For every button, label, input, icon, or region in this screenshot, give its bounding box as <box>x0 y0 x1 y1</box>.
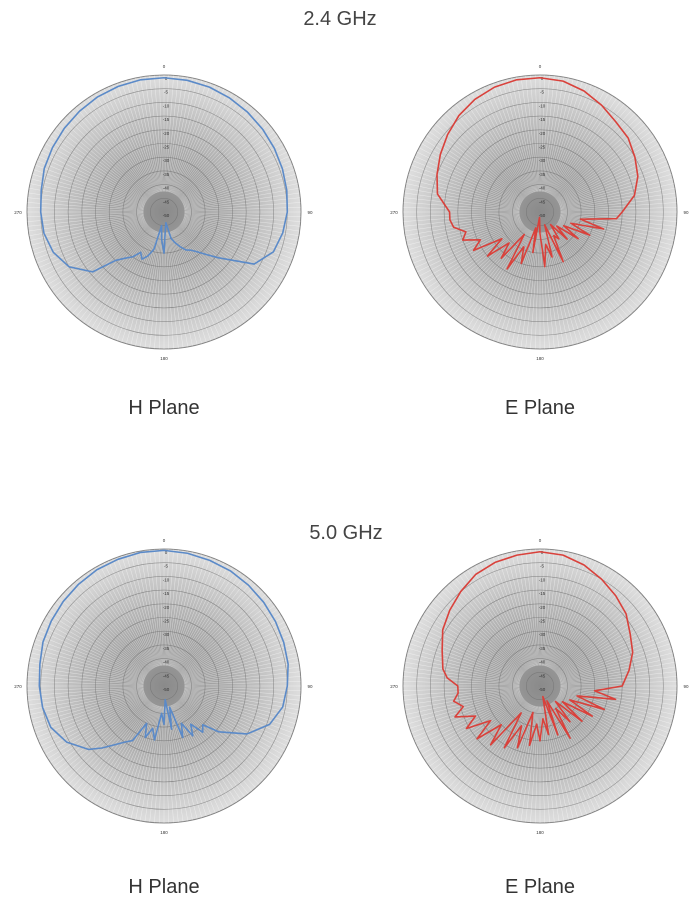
angle-tick-label: 0 <box>163 64 166 69</box>
radial-tick-label: -10 <box>539 103 546 108</box>
radial-tick-label: -50 <box>163 213 170 218</box>
radial-tick-label: -10 <box>163 577 170 582</box>
radial-tick-label: -40 <box>539 660 546 665</box>
angle-tick-label: 90 <box>307 210 313 215</box>
radial-tick-label: -5 <box>540 90 544 95</box>
band-5-0-ghz-heading: 5.0 GHz <box>309 522 383 544</box>
radial-tick-label: -35 <box>539 172 546 177</box>
radial-grid <box>27 549 301 823</box>
radial-grid <box>403 75 677 349</box>
e-plane-label-2-4ghz: E Plane <box>504 397 576 419</box>
h-plane-label-2-4ghz: H Plane <box>128 397 200 419</box>
radial-tick-label: -20 <box>163 131 170 136</box>
angle-tick-label: 90 <box>683 684 689 689</box>
radial-tick-label: -45 <box>539 199 546 204</box>
angle-tick-label: 0 <box>539 538 542 543</box>
ring-grid <box>402 548 678 824</box>
radial-tick-label: -5 <box>540 564 544 569</box>
radial-tick-label: -30 <box>163 158 170 163</box>
radial-tick-label: -15 <box>539 117 546 122</box>
radial-tick-label: -30 <box>539 632 546 637</box>
radial-tick-label: 0 <box>165 550 168 555</box>
radiation-pattern-line <box>441 550 634 749</box>
radial-tick-label: -25 <box>163 145 170 150</box>
radial-tick-label: -5 <box>164 90 168 95</box>
radial-tick-label: -40 <box>539 186 546 191</box>
angle-tick-label: 270 <box>14 684 22 689</box>
angle-tick-label: 90 <box>683 210 689 215</box>
angle-tick-label: 180 <box>536 356 544 361</box>
ring-grid <box>26 548 302 824</box>
radiation-pattern-line <box>436 76 639 270</box>
radial-tick-label: -30 <box>539 158 546 163</box>
angle-tick-label: 0 <box>163 538 166 543</box>
radiation-pattern-line <box>38 549 289 751</box>
radial-tick-label: -10 <box>539 577 546 582</box>
radial-tick-label: -25 <box>539 145 546 150</box>
radial-tick-label: -35 <box>163 172 170 177</box>
angle-tick-label: 0 <box>539 64 542 69</box>
radial-tick-label: -35 <box>539 646 546 651</box>
radial-tick-label: -50 <box>163 687 170 692</box>
radial-tick-label: -5 <box>164 564 168 569</box>
radial-tick-label: -25 <box>163 619 170 624</box>
angle-tick-label: 270 <box>14 210 22 215</box>
radial-tick-label: -50 <box>539 213 546 218</box>
radial-tick-label: -15 <box>539 591 546 596</box>
radiation-pattern-line <box>39 76 289 273</box>
radial-tick-label: -15 <box>163 591 170 596</box>
polar-chart-5-0ghz-h-plane: 0 -5 -10 -15 -20 -25 -30 -35 -40 -45 -50 0 90 180 270 <box>14 538 313 835</box>
radial-tick-label: -20 <box>539 131 546 136</box>
radial-tick-label: -20 <box>539 605 546 610</box>
e-plane-label-5-0ghz: E Plane <box>504 876 576 898</box>
angle-tick-label: 180 <box>160 356 168 361</box>
angle-tick-label: 180 <box>160 830 168 835</box>
radial-tick-label: -10 <box>163 103 170 108</box>
radial-tick-label: -40 <box>163 186 170 191</box>
radial-tick-label: -45 <box>163 673 170 678</box>
radial-tick-label: -40 <box>163 660 170 665</box>
radial-grid <box>27 75 301 349</box>
radial-tick-label: -15 <box>163 117 170 122</box>
radial-tick-label: -45 <box>539 673 546 678</box>
radial-tick-label: -45 <box>163 199 170 204</box>
radial-tick-label: -25 <box>539 619 546 624</box>
radial-tick-label: -35 <box>163 646 170 651</box>
radial-tick-label: -50 <box>539 687 546 692</box>
ring-grid <box>402 74 678 350</box>
angle-tick-label: 270 <box>390 210 398 215</box>
radial-tick-label: -20 <box>163 605 170 610</box>
angle-tick-label: 180 <box>536 830 544 835</box>
radial-tick-label: -30 <box>163 632 170 637</box>
h-plane-label-5-0ghz: H Plane <box>128 876 200 898</box>
band-2-4-ghz-heading: 2.4 GHz <box>303 8 377 30</box>
angle-tick-label: 90 <box>307 684 313 689</box>
ring-grid <box>26 74 302 350</box>
angle-tick-label: 270 <box>390 684 398 689</box>
